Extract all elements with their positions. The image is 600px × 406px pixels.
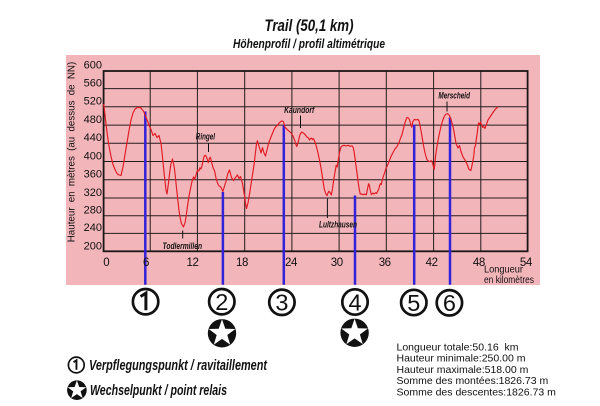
svg-text:200: 200 <box>84 240 102 252</box>
svg-text:Wechselpunkt / point relais: Wechselpunkt / point relais <box>90 382 227 399</box>
svg-text:Longueur totale:50.16 km: Longueur totale:50.16 km <box>397 341 519 353</box>
svg-text:320: 320 <box>84 187 102 199</box>
svg-text:36: 36 <box>379 257 391 269</box>
svg-text:24: 24 <box>285 257 298 269</box>
svg-text:Somme des descentes:1826.73 m: Somme des descentes:1826.73 m <box>397 387 557 399</box>
svg-text:Todlermillen: Todlermillen <box>163 241 203 251</box>
svg-text:440: 440 <box>84 132 102 144</box>
svg-text:Longueur: Longueur <box>484 265 524 276</box>
svg-text:3: 3 <box>275 290 288 316</box>
svg-text:480: 480 <box>84 114 102 126</box>
svg-text:18: 18 <box>236 257 248 269</box>
svg-text:Kaundorf: Kaundorf <box>284 105 315 115</box>
svg-text:4: 4 <box>348 289 361 315</box>
svg-text:Trail (50,1 km): Trail (50,1 km) <box>265 16 354 35</box>
svg-text:48: 48 <box>473 257 485 269</box>
svg-text:Verpflegungspunkt / ravitaille: Verpflegungspunkt / ravitaillement <box>89 357 268 374</box>
svg-text:Höhenprofil / profil altimétri: Höhenprofil / profil altimétrique <box>233 36 385 51</box>
svg-text:Merscheid: Merscheid <box>438 91 470 101</box>
svg-text:Hauteur minimale:250.00 m: Hauteur minimale:250.00 m <box>397 353 526 365</box>
svg-text:54: 54 <box>520 257 533 269</box>
svg-text:Hauteur en mètres (au dessus: Hauteur en mètres (au dessus de NN) <box>67 62 78 243</box>
svg-text:6: 6 <box>443 290 456 316</box>
svg-text:280: 280 <box>84 205 102 217</box>
svg-text:Somme des montées:1826.73 m: Somme des montées:1826.73 m <box>397 375 549 387</box>
svg-text:Hauteur maximale:518.00 m: Hauteur maximale:518.00 m <box>397 364 529 376</box>
svg-text:240: 240 <box>84 222 102 234</box>
svg-text:en kilomètres: en kilomètres <box>484 275 534 286</box>
svg-text:0: 0 <box>103 257 109 269</box>
svg-text:42: 42 <box>426 257 438 269</box>
svg-text:12: 12 <box>187 257 199 269</box>
svg-text:400: 400 <box>84 150 102 162</box>
svg-text:560: 560 <box>84 77 102 89</box>
svg-text:Lultzhausen: Lultzhausen <box>319 220 357 230</box>
svg-text:5: 5 <box>407 290 420 316</box>
svg-text:30: 30 <box>331 257 343 269</box>
svg-text:520: 520 <box>84 96 102 108</box>
svg-text:Ringel: Ringel <box>196 132 216 142</box>
svg-text:2: 2 <box>215 289 228 315</box>
svg-text:6: 6 <box>143 257 149 269</box>
svg-text:600: 600 <box>84 60 102 72</box>
svg-text:360: 360 <box>84 169 102 181</box>
